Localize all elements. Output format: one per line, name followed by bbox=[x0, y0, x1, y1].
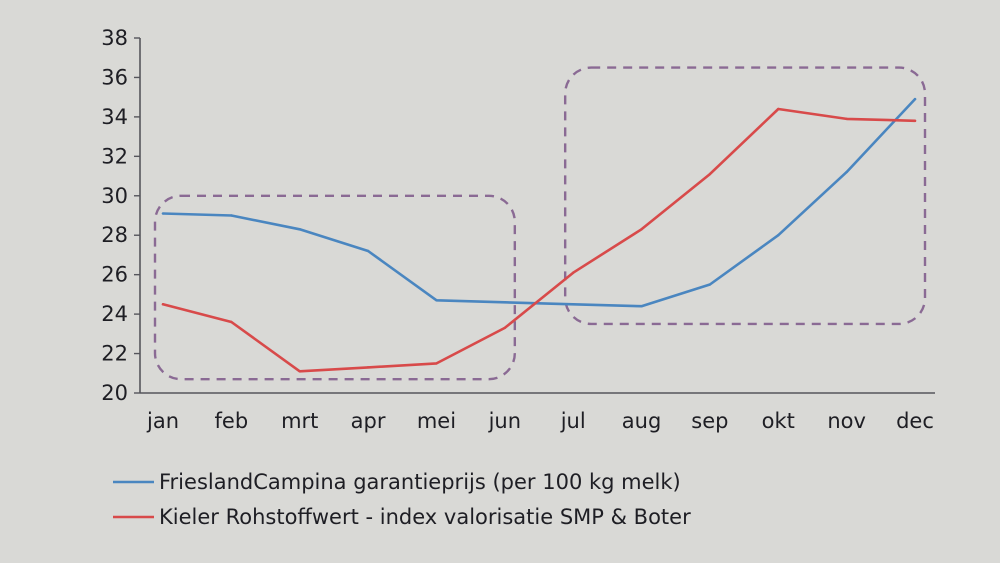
x-tick-label: nov bbox=[827, 409, 866, 433]
x-tick-label: sep bbox=[691, 409, 728, 433]
legend-label-1: FrieslandCampina garantieprijs (per 100 … bbox=[159, 470, 681, 494]
data-point bbox=[230, 214, 233, 217]
data-point bbox=[845, 117, 848, 121]
data-point bbox=[503, 301, 507, 304]
y-tick-label: 24 bbox=[101, 302, 128, 326]
x-tick-label: jun bbox=[488, 409, 521, 433]
series-2 bbox=[161, 107, 917, 373]
data-point bbox=[230, 320, 233, 324]
x-tick-label: dec bbox=[896, 409, 934, 433]
data-point bbox=[503, 326, 507, 330]
series-line-2 bbox=[161, 107, 917, 373]
x-tick-label: feb bbox=[215, 409, 249, 433]
data-point bbox=[913, 119, 917, 123]
highlight-box-jan-jun bbox=[153, 194, 517, 381]
data-point bbox=[845, 170, 848, 174]
data-point bbox=[435, 362, 438, 365]
highlight-boxes bbox=[153, 66, 927, 381]
series-line-1 bbox=[161, 97, 917, 308]
x-tick-labels: jan feb mrt apr mei jun jul aug sep okt nov dec bbox=[146, 409, 934, 433]
data-point bbox=[777, 234, 780, 237]
data-point bbox=[708, 172, 712, 176]
y-tick-label: 38 bbox=[101, 26, 128, 50]
y-tick-label: 32 bbox=[101, 144, 128, 168]
x-tick-label: mrt bbox=[281, 409, 318, 433]
legend: FrieslandCampina garantieprijs (per 100 … bbox=[113, 470, 691, 529]
data-point bbox=[435, 299, 438, 302]
data-point bbox=[708, 283, 712, 286]
data-point bbox=[571, 303, 575, 306]
data-point bbox=[777, 107, 780, 111]
x-tick-label: jul bbox=[560, 409, 586, 433]
x-tick-label: aug bbox=[622, 409, 662, 433]
x-tick-label: okt bbox=[762, 409, 795, 433]
data-point bbox=[161, 212, 165, 215]
data-point bbox=[366, 249, 370, 253]
y-tick-labels: 20 22 24 26 28 30 32 34 36 38 bbox=[101, 26, 128, 405]
data-point bbox=[298, 370, 301, 373]
series-1 bbox=[161, 97, 917, 308]
data-point bbox=[640, 228, 643, 231]
data-point bbox=[640, 305, 643, 308]
y-tick-label: 26 bbox=[101, 263, 128, 287]
y-tick-label: 28 bbox=[101, 223, 128, 247]
y-tick-label: 34 bbox=[101, 105, 128, 129]
x-tick-label: jan bbox=[146, 409, 179, 433]
data-point bbox=[366, 366, 370, 369]
data-point bbox=[298, 228, 301, 231]
x-tick-label: mei bbox=[417, 409, 456, 433]
data-point bbox=[571, 271, 575, 274]
series-lines bbox=[161, 97, 917, 373]
y-tick-label: 22 bbox=[101, 342, 128, 366]
highlight-box-jul-dec bbox=[563, 66, 927, 326]
legend-label-2: Kieler Rohstoffwert - index valorisatie … bbox=[159, 505, 691, 529]
y-tick-label: 20 bbox=[101, 381, 128, 405]
data-point bbox=[913, 97, 917, 101]
chart-axes bbox=[134, 37, 935, 394]
y-tick-label: 30 bbox=[101, 184, 128, 208]
x-tick-label: apr bbox=[351, 409, 386, 433]
data-point bbox=[161, 303, 165, 306]
y-tick-label: 36 bbox=[101, 65, 128, 89]
